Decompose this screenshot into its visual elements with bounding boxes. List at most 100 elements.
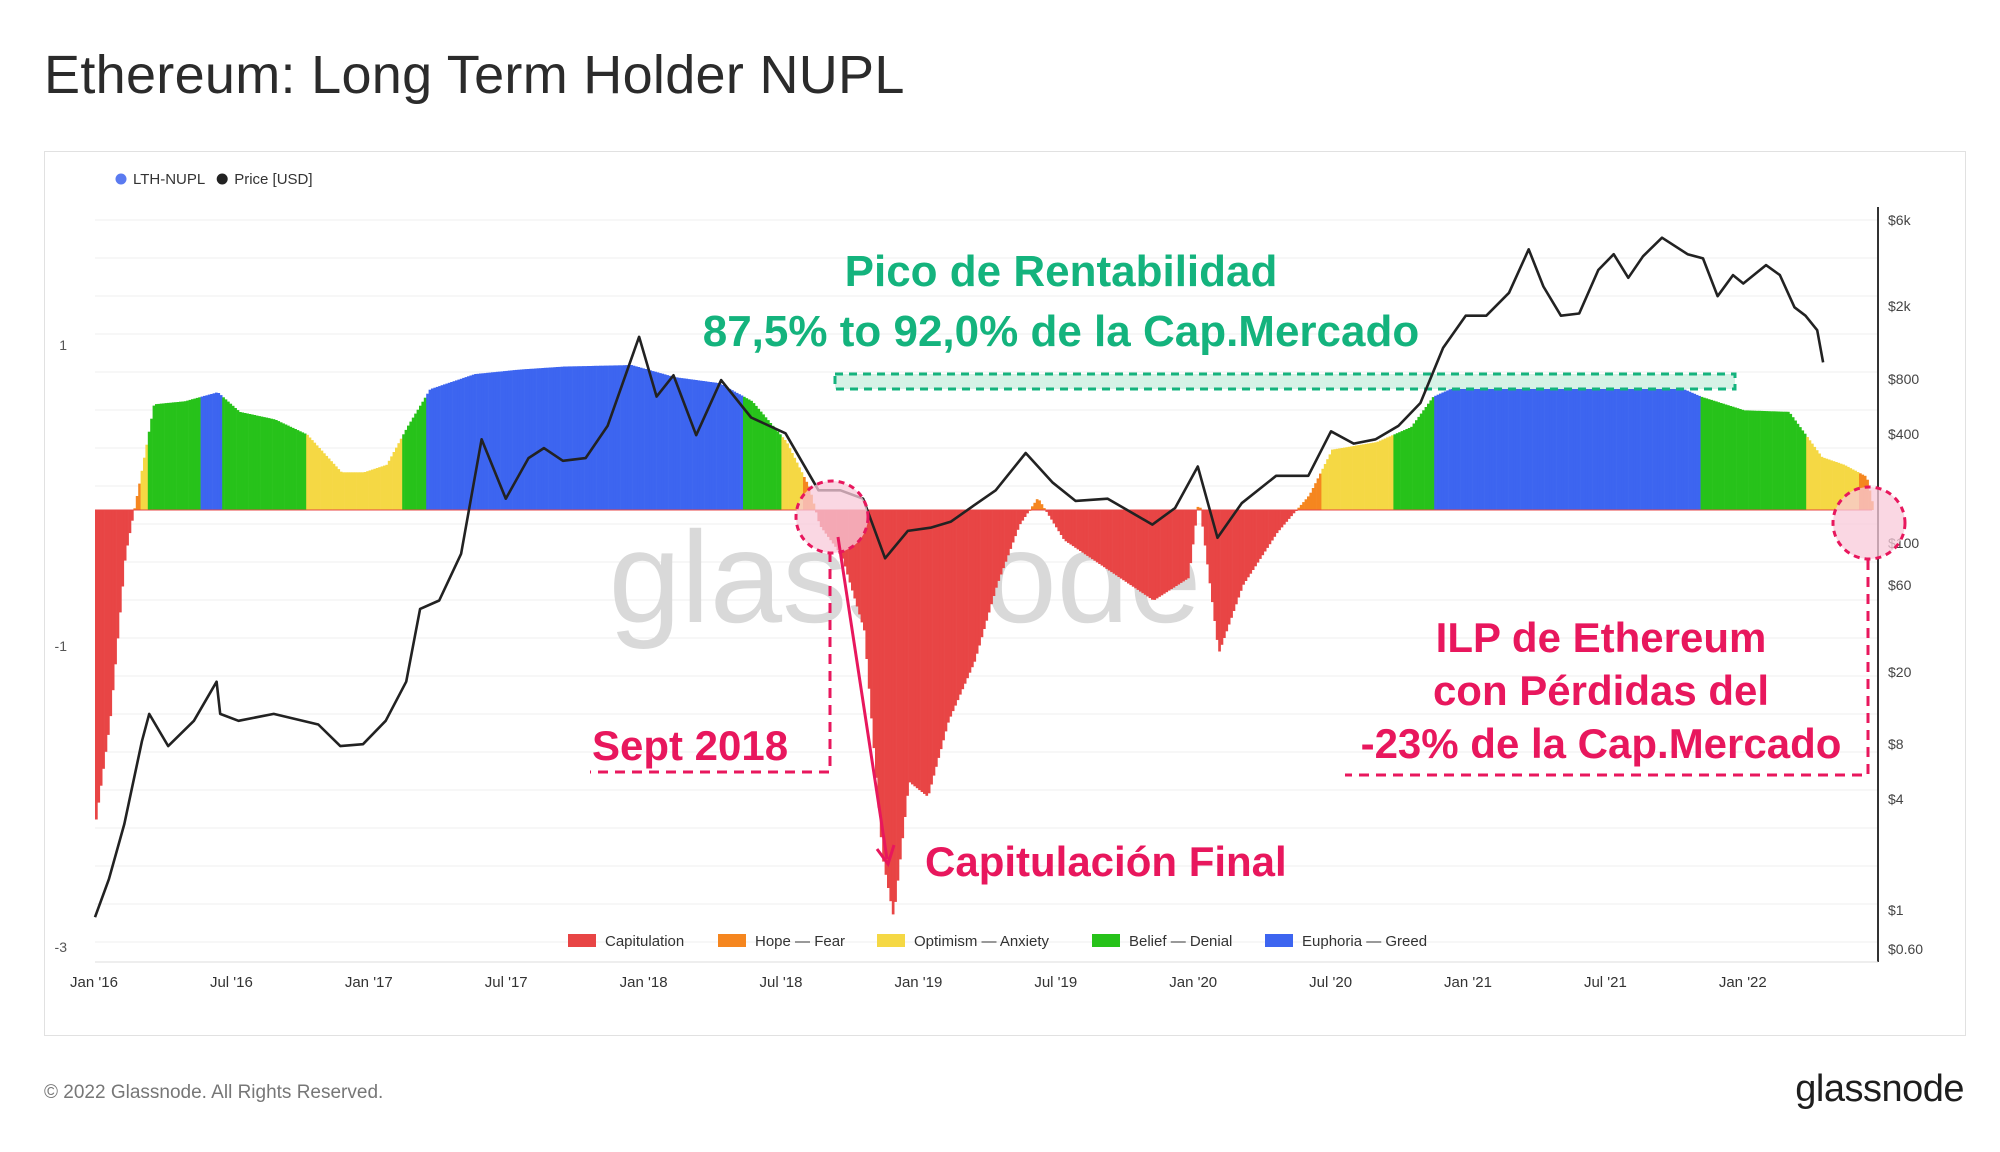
nupl-bar <box>1631 382 1634 510</box>
nupl-bar <box>779 434 782 510</box>
nupl-bar <box>284 424 288 510</box>
annotations: Pico de Rentabilidad 87,5% to 92,0% de la… <box>590 247 1907 885</box>
nupl-bar <box>1398 432 1401 510</box>
nupl-bar <box>767 420 770 510</box>
nupl-bar <box>1463 385 1466 510</box>
nupl-bar <box>1220 510 1224 645</box>
nupl-bar <box>1847 466 1850 510</box>
nupl-bar <box>1187 510 1190 579</box>
nupl-bar <box>666 375 669 510</box>
nupl-bar <box>433 387 437 510</box>
nupl-bar <box>788 448 792 510</box>
nupl-bar <box>145 444 149 510</box>
nupl-bar <box>1331 449 1334 510</box>
nupl-bar <box>572 366 576 510</box>
nupl-bar <box>1225 510 1229 632</box>
nupl-bar <box>1491 381 1495 510</box>
nupl-bar <box>1619 382 1622 510</box>
nupl-bar <box>1107 510 1111 571</box>
nupl-bar <box>791 453 794 510</box>
nupl-bar <box>1775 411 1778 510</box>
nupl-bar <box>495 371 499 510</box>
price-line <box>93 236 1825 918</box>
nupl-bar <box>289 426 293 510</box>
nupl-bar <box>1148 510 1152 599</box>
nupl-bar <box>1772 411 1776 510</box>
nupl-bar <box>668 375 672 510</box>
nupl-bar <box>872 510 876 749</box>
nupl-bar <box>1607 383 1610 510</box>
nupl-bar <box>505 370 509 510</box>
nupl-bar <box>1681 388 1685 510</box>
nupl-bar <box>1071 510 1075 547</box>
nupl-bar <box>1734 407 1737 510</box>
nupl-bar <box>294 429 297 510</box>
nupl-bar <box>411 417 415 510</box>
nupl-bar <box>1004 510 1008 562</box>
nupl-bar <box>1537 378 1541 510</box>
nupl-bar <box>380 466 384 510</box>
nupl-bar <box>769 423 773 510</box>
nupl-bar <box>452 381 456 510</box>
nupl-bar <box>205 395 209 510</box>
y-left-tick-label: 1 <box>59 337 67 353</box>
nupl-bar <box>1683 389 1687 510</box>
nupl-bar <box>421 401 425 510</box>
nupl-bar <box>1614 383 1617 510</box>
nupl-bar <box>1655 380 1658 510</box>
legend-bottom-label: Optimism — Anxiety <box>914 933 1050 950</box>
nupl-bar <box>776 431 780 510</box>
nupl-bar <box>1542 379 1545 510</box>
nupl-bar <box>263 417 266 510</box>
nupl-bar <box>594 365 597 510</box>
nupl-bar <box>1825 458 1829 510</box>
leader-line-sept-2018 <box>590 552 832 774</box>
nupl-bar <box>1335 448 1339 510</box>
nupl-bar <box>1472 384 1476 510</box>
nupl-bar <box>786 443 789 510</box>
nupl-bar <box>359 472 362 511</box>
nupl-bar <box>1124 510 1128 582</box>
nupl-bar <box>927 510 931 794</box>
nupl-bar <box>673 377 677 510</box>
nupl-bar <box>231 405 235 510</box>
nupl-bar <box>507 370 511 510</box>
nupl-bar <box>913 510 917 787</box>
nupl-bar <box>1280 510 1284 528</box>
nupl-bar <box>241 412 245 510</box>
annotation-final-capitulation: Capitulación Final <box>925 838 1287 885</box>
nupl-bar <box>587 366 590 510</box>
y-left-tick-label: -1 <box>55 638 68 654</box>
nupl-bar <box>1455 386 1459 510</box>
nupl-bar <box>111 510 115 691</box>
nupl-bar <box>800 472 804 510</box>
nupl-bar <box>210 394 213 510</box>
nupl-bar <box>1799 427 1802 510</box>
nupl-bar <box>1532 377 1536 510</box>
nupl-bar <box>1230 510 1233 618</box>
nupl-bar <box>1182 510 1185 582</box>
nupl-bar <box>366 471 369 510</box>
nupl-bar <box>1796 423 1800 510</box>
nupl-bar <box>536 368 540 510</box>
nupl-bar <box>191 399 194 510</box>
nupl-bar <box>735 392 739 510</box>
nupl-bar <box>1081 510 1085 553</box>
nupl-bar <box>203 395 206 510</box>
nupl-bar <box>1127 510 1130 584</box>
nupl-bar <box>1184 510 1188 580</box>
nupl-bar <box>1386 437 1389 510</box>
nupl-bar <box>1146 510 1149 597</box>
nupl-bar <box>258 416 261 510</box>
nupl-bar <box>1575 383 1579 510</box>
nupl-bar <box>947 510 950 723</box>
nupl-bar <box>1376 441 1380 510</box>
nupl-bar <box>639 367 643 510</box>
nupl-bar <box>303 433 307 510</box>
nupl-bar <box>371 469 374 510</box>
nupl-bar <box>354 472 357 511</box>
nupl-bar <box>282 423 285 510</box>
nupl-bar <box>1400 431 1404 510</box>
nupl-bar <box>1767 411 1771 510</box>
nupl-bar <box>920 510 924 792</box>
